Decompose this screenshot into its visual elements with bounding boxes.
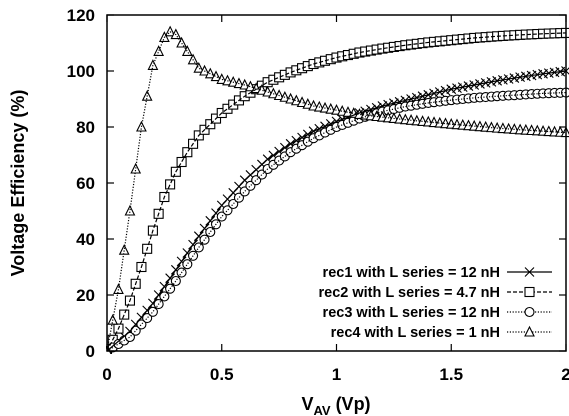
- legend-marker-3: [524, 306, 535, 318]
- legend-label-3: rec3 with L series = 12 nH: [323, 305, 500, 321]
- legend-entry-4: rec4 with L series = 1 nH: [240, 323, 558, 341]
- x-axis-label-unit: (Vp): [331, 394, 371, 414]
- y-tick-label-5: 100: [67, 62, 95, 81]
- series-4-point-42: [342, 106, 354, 117]
- y-tick-label-6: 120: [67, 6, 95, 25]
- series-4-point-19: [210, 70, 222, 82]
- y-axis-label: Voltage Efficiency (%): [8, 90, 28, 277]
- series-3-point-22: [228, 198, 239, 210]
- legend-entry-background: [240, 323, 558, 341]
- legend-label-2: rec2 with L series = 4.7 nH: [319, 285, 500, 301]
- legend-entry-2: rec2 with L series = 4.7 nH: [240, 283, 558, 301]
- series-3-point-10: [159, 291, 170, 302]
- series-4-point-33: [290, 94, 302, 106]
- series-4-point-13: [176, 36, 187, 48]
- x-axis-label-main: V: [301, 394, 313, 414]
- series-line-4: [106, 31, 567, 352]
- legend-entry-background: [240, 283, 558, 301]
- series-4-point-41: [336, 105, 348, 116]
- series-3-point-20: [216, 211, 227, 222]
- legend-label-1: rec1 with L series = 12 nH: [323, 265, 500, 281]
- legend-label-4: rec4 with L series = 1 nH: [331, 325, 500, 341]
- x-tick-label-3: 1.5: [439, 365, 463, 384]
- y-tick-label-2: 40: [76, 230, 95, 249]
- y-tick-label-3: 60: [76, 174, 95, 193]
- series-3-point-17: [199, 234, 210, 245]
- series-3-point-6: [136, 319, 147, 330]
- series-2-point-18: [205, 119, 216, 130]
- series-line-2: [106, 32, 567, 352]
- series-4-point-3: [118, 243, 130, 255]
- legend-marker-4: [524, 325, 535, 337]
- series-2-point-13: [176, 156, 187, 168]
- series-3-point-8: [147, 306, 158, 317]
- series-3-point-14: [182, 259, 193, 270]
- axis-ticks: [106, 14, 567, 352]
- legend: rec1 with L series = 12 nH rec2 with L se…: [240, 263, 558, 341]
- series-4-point-2: [113, 283, 124, 294]
- series-2-point-11: [165, 179, 176, 190]
- y-tick-label-0: 0: [86, 342, 95, 361]
- x-tick-label-0: 0: [102, 365, 111, 384]
- series-4-point-43: [348, 107, 360, 118]
- series-lines: [106, 31, 567, 352]
- legend-entry-background: [240, 263, 558, 281]
- series-3-point-7: [142, 313, 153, 324]
- legend-entry-background: [240, 303, 558, 321]
- series-2-point-3: [119, 309, 130, 320]
- y-tick-label-4: 80: [76, 118, 95, 137]
- legend-entry-1: rec1 with L series = 12 nH: [240, 263, 558, 281]
- series-line-3: [106, 91, 567, 352]
- x-axis-label-subscript: AV: [313, 403, 330, 416]
- series-3-point-18: [205, 226, 216, 238]
- x-tick-label-1: 0.5: [210, 365, 234, 384]
- x-tick-label-2: 1: [332, 365, 341, 384]
- series-4-point-9: [153, 45, 165, 56]
- series-2-point-14: [182, 147, 193, 158]
- series-4-point-34: [296, 96, 308, 108]
- series-4-point-32: [285, 92, 296, 104]
- legend-entry-3: rec3 with L series = 12 nH: [240, 303, 558, 321]
- y-tick-label-1: 20: [76, 286, 95, 305]
- series-4-point-8: [147, 59, 159, 70]
- series-3-point-21: [222, 205, 233, 216]
- series-4-point-25: [245, 80, 256, 92]
- series-3-point-4: [124, 331, 135, 343]
- legend-marker-2: [524, 286, 535, 298]
- series-line-1: [106, 70, 567, 352]
- legend-marker-1: [524, 267, 535, 277]
- x-tick-label-4: 2: [561, 365, 569, 384]
- series-4-point-27: [256, 84, 268, 95]
- series-4-point-16: [193, 61, 205, 73]
- x-axis-label: VAV (Vp): [301, 394, 370, 416]
